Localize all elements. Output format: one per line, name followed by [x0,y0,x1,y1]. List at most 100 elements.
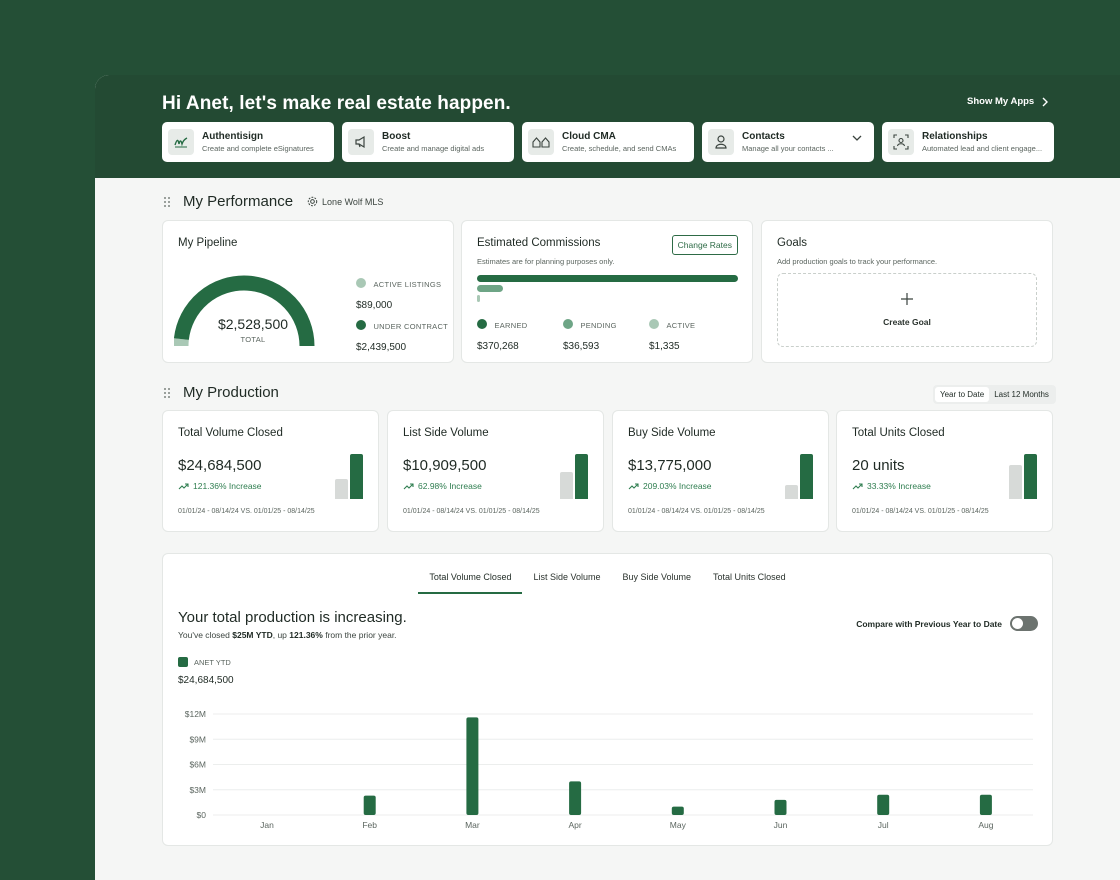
commissions-title: Estimated Commissions [477,237,601,249]
x-tick-label: Jan [260,820,274,830]
gear-icon [307,196,318,207]
metric-increase: 121.36% Increase [178,481,262,491]
performance-title: My Performance [183,193,294,210]
legend-value: $2,439,500 [356,342,407,353]
mini-bar-chart [1009,454,1037,499]
app-desc: Manage all your contacts ... [742,144,834,153]
production-bar-chart: $0 $3M $6M $9M $12M Jan Feb Mar Apr May Jun Jul Aug [185,709,1033,830]
pipeline-gauge [174,275,315,347]
bar-aug[interactable] [979,794,992,815]
mini-bar-current [1024,454,1037,499]
metric-date-range: 01/01/24 - 08/14/24 VS. 01/01/25 - 08/14… [852,508,989,515]
app-card-cloud-cma[interactable]: Cloud CMA Create, schedule, and send CMA… [522,122,694,162]
houses-icon [528,129,554,155]
chevron-down-icon[interactable] [852,135,862,141]
sub-text: , up [272,630,290,640]
metric-increase: 62.98% Increase [403,481,482,491]
legend-dot-contract [356,319,366,330]
bar-may[interactable] [671,806,684,815]
compare-switch[interactable] [1010,616,1038,631]
app-card-authentisign[interactable]: Authentisign Create and complete eSignat… [162,122,334,162]
relationship-icon [888,129,914,155]
mini-bar-chart [335,454,363,499]
x-tick-label: Jul [878,820,889,830]
tab-list-side-volume[interactable]: List Side Volume [533,572,601,582]
metric-title: Buy Side Volume [628,427,716,439]
metric-card[interactable]: List Side Volume $10,909,500 62.98% Incr… [387,410,604,532]
app-card-contacts[interactable]: Contacts Manage all your contacts ... [702,122,874,162]
metric-value: $24,684,500 [178,457,262,474]
trend-up-icon [852,482,863,489]
period-ytd-button[interactable]: Year to Date [935,387,990,402]
legend-dot-pending [563,318,573,329]
app-name: Authentisign [202,131,264,142]
pending-bar [477,285,503,292]
chevron-right-icon [1042,97,1049,106]
trend-up-icon [178,482,189,489]
metric-title: Total Volume Closed [178,427,283,439]
x-tick-label: Mar [465,820,480,830]
goals-subtitle: Add production goals to track your perfo… [777,257,938,266]
tab-buy-side-volume[interactable]: Buy Side Volume [622,572,692,582]
drag-handle-icon[interactable] [163,387,171,399]
compare-toggle-row: Compare with Previous Year to Date [856,616,1038,631]
y-tick-label: $12M [185,709,206,719]
bar-jul[interactable] [877,794,890,815]
bar-mar[interactable] [466,717,479,815]
metric-increase: 209.03% Increase [628,481,712,491]
trend-up-icon [628,482,639,489]
x-tick-label: May [670,820,687,830]
period-12m-button[interactable]: Last 12 Months [994,390,1049,399]
legend-series-name: ANET YTD [194,657,231,667]
drag-handle-icon[interactable] [163,196,171,208]
mini-bar-current [350,454,363,499]
commissions-subtitle: Estimates are for planning purposes only… [477,257,615,266]
goals-card: Goals Add production goals to track your… [761,220,1053,363]
active-bar [477,295,480,302]
pending-legend: PENDING $36,593 [563,315,617,352]
mini-bar-previous [335,478,348,499]
app-name: Contacts [742,131,785,142]
production-title: My Production [183,384,279,401]
chart-subheading: You've closed $25M YTD, up 121.36% from … [178,630,397,640]
dashboard-window: Hi Anet, let's make real estate happen. … [95,75,1120,880]
hero-banner: Hi Anet, let's make real estate happen. … [95,75,1120,178]
y-tick-label: $9M [189,734,206,744]
metric-date-range: 01/01/24 - 08/14/24 VS. 01/01/25 - 08/14… [178,508,315,515]
tab-total-volume-closed[interactable]: Total Volume Closed [418,570,523,594]
mls-settings[interactable]: Lone Wolf MLS [307,196,383,207]
legend-label: ACTIVE [666,321,696,330]
legend-label: PENDING [580,321,617,330]
show-my-apps-link[interactable]: Show My Apps [967,96,1049,107]
legend-value: $89,000 [356,300,393,311]
gauge-segment-under-contract [174,275,315,347]
app-card-boost[interactable]: Boost Create and manage digital ads [342,122,514,162]
sub-bold-ytd: $25M YTD [232,630,273,640]
mini-bar-previous [560,471,573,499]
app-name: Relationships [922,131,988,142]
metric-title: List Side Volume [403,427,489,439]
period-toggle: Year to Date Last 12 Months [933,385,1056,404]
metric-card[interactable]: Buy Side Volume $13,775,000 209.03% Incr… [612,410,829,532]
chart-legend: ANET YTD [178,657,231,667]
app-desc: Create, schedule, and send CMAs [562,144,677,153]
change-rates-button[interactable]: Change Rates [671,235,738,255]
metric-card[interactable]: Total Units Closed 20 units 33.33% Incre… [836,410,1053,532]
legend-swatch [178,657,188,667]
chart-heading: Your total production is increasing. [178,609,407,626]
app-card-relationships[interactable]: Relationships Automated lead and client … [882,122,1054,162]
mini-bar-chart [785,454,813,499]
mini-bar-previous [1009,465,1022,499]
create-goal-button[interactable]: Create Goal [777,273,1037,347]
bar-jun[interactable] [774,799,787,815]
bar-apr[interactable] [569,781,582,815]
tab-total-units-closed[interactable]: Total Units Closed [713,572,786,582]
bar-feb[interactable] [363,795,376,815]
metric-increase-label: 209.03% Increase [643,481,712,491]
mini-bar-previous [785,484,798,499]
goals-title: Goals [777,237,808,249]
metric-card[interactable]: Total Volume Closed $24,684,500 121.36% … [162,410,379,532]
commissions-card: Estimated Commissions Estimates are for … [461,220,753,363]
chart-tabs: Total Volume Closed List Side Volume Buy… [163,570,1052,594]
earned-legend: EARNED $370,268 [477,315,528,352]
